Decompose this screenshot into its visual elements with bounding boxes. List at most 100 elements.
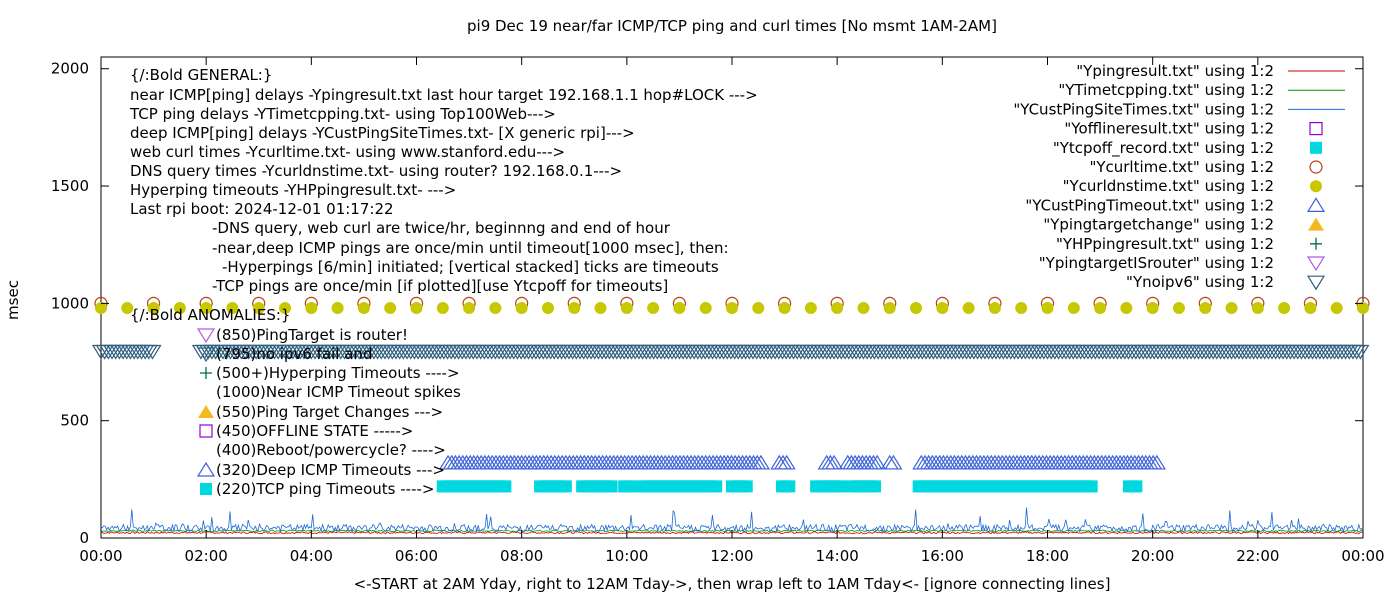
data-point — [962, 302, 975, 315]
data-point — [625, 480, 638, 493]
annotation-text: (400)Reboot/powercycle? ----> — [216, 441, 446, 459]
data-point — [1351, 344, 1370, 360]
data-point — [778, 302, 791, 315]
data-point — [1304, 302, 1317, 315]
data-point — [95, 302, 107, 315]
data-point — [499, 480, 512, 493]
annotation-text: (850)PingTarget is router! — [216, 326, 408, 344]
data-point — [357, 302, 370, 315]
x-tick-label: 18:00 — [1026, 547, 1069, 565]
annotation-text: -DNS query, web curl are twice/hr, begin… — [212, 219, 671, 237]
data-point — [1041, 302, 1054, 315]
legend-label: "Ycurltime.txt" using 1:2 — [1089, 158, 1274, 176]
annotation-marker-glyph — [198, 405, 214, 418]
legend-label: "Ypingtargetchange" using 1:2 — [1043, 216, 1274, 234]
annotation-layer: {/:Bold GENERAL:} near ICMP[ping] delays … — [129, 66, 758, 498]
data-point — [436, 302, 449, 315]
legend-label: "YTimetcpping.txt" using 1:2 — [1058, 81, 1274, 99]
data-point — [910, 302, 923, 315]
data-point — [1357, 302, 1369, 315]
x-tick-label: 00:00 — [79, 547, 122, 565]
legend-marker — [1309, 121, 1323, 136]
data-point — [1146, 302, 1159, 315]
x-tick-label: 16:00 — [921, 547, 964, 565]
annotation-text: (1000)Near ICMP Timeout spikes — [216, 383, 461, 401]
data-point — [121, 302, 134, 315]
data-point — [783, 480, 796, 493]
x-tick-label: 12:00 — [710, 547, 753, 565]
annotation-text: deep ICMP[ping] delays -YCustPingSiteTim… — [130, 124, 635, 142]
x-tick-label: 14:00 — [816, 547, 859, 565]
data-point — [594, 302, 607, 315]
annotation-text: (795)no ipv6 fail and — [216, 345, 372, 363]
data-point — [1085, 480, 1098, 493]
data-point — [1015, 302, 1028, 315]
data-point — [279, 302, 292, 315]
legend-marker — [1306, 256, 1326, 272]
data-point — [751, 454, 770, 470]
data-point — [804, 302, 817, 315]
data-point — [1172, 302, 1185, 315]
data-point — [831, 302, 844, 315]
annotation-text: (320)Deep ICMP Timeouts ---> — [216, 461, 445, 479]
annotation-marker-glyph — [196, 347, 216, 363]
x-tick-label: 08:00 — [500, 547, 543, 565]
data-point — [226, 302, 239, 315]
legend-marker — [1310, 141, 1322, 154]
legend-marker — [1310, 180, 1322, 193]
data-point — [835, 480, 848, 493]
plot-layer — [91, 296, 1370, 535]
data-point — [384, 302, 397, 315]
data-point — [1330, 302, 1343, 315]
data-point — [647, 302, 660, 315]
x-tick-label: 02:00 — [185, 547, 228, 565]
data-point — [331, 302, 344, 315]
data-point — [740, 480, 753, 493]
y-tick-label: 500 — [60, 412, 89, 430]
annotation-text: (550)Ping Target Changes ---> — [216, 403, 443, 421]
data-point — [869, 480, 882, 493]
annotation-text: (450)OFFLINE STATE -----> — [216, 422, 413, 440]
data-point — [568, 302, 581, 315]
annotation-text: TCP ping delays -YTimetcpping.txt- using… — [129, 105, 556, 123]
legend-label: "YpingtargetISrouter" using 1:2 — [1039, 254, 1274, 272]
data-point — [489, 302, 502, 315]
data-point — [1147, 454, 1166, 470]
y-tick-label: 2000 — [51, 60, 89, 78]
data-point — [1225, 302, 1238, 315]
data-point — [410, 302, 423, 315]
data-point — [988, 302, 1001, 315]
annotation-marker-glyph — [196, 461, 216, 477]
annotation-text: {/:Bold GENERAL:} — [130, 66, 272, 84]
data-point — [1199, 302, 1212, 315]
annotation-marker-glyph — [200, 483, 212, 495]
x-tick-label: 10:00 — [605, 547, 648, 565]
annotation-text: web curl times -Ycurltime.txt- using www… — [130, 143, 565, 161]
legend-layer: "Ypingresult.txt" using 1:2"YTimetcpping… — [1013, 62, 1345, 291]
data-point — [824, 454, 844, 470]
annotation-text: (500+)Hyperping Timeouts ----> — [216, 364, 460, 382]
data-point — [515, 302, 528, 315]
annotation-marker-glyph — [196, 328, 216, 344]
legend-label: "YCustPingTimeout.txt" using 1:2 — [1025, 196, 1274, 214]
data-point — [1067, 302, 1080, 315]
legend-marker — [1308, 217, 1324, 231]
data-point — [752, 302, 765, 315]
data-point — [673, 302, 686, 315]
data-point — [173, 302, 186, 315]
data-point — [1278, 302, 1291, 315]
y-tick-label: 1500 — [51, 177, 89, 195]
data-point — [726, 302, 738, 315]
data-point — [699, 302, 712, 315]
data-point — [305, 302, 318, 315]
data-point — [857, 302, 870, 315]
data-point — [884, 454, 903, 470]
data-point — [541, 302, 554, 315]
data-point — [252, 302, 265, 315]
data-point — [605, 480, 618, 493]
x-tick-label: 20:00 — [1131, 547, 1174, 565]
legend-label: "Ynoipv6" using 1:2 — [1126, 273, 1274, 291]
legend-label: "YHPpingresult.txt" using 1:2 — [1056, 235, 1274, 253]
